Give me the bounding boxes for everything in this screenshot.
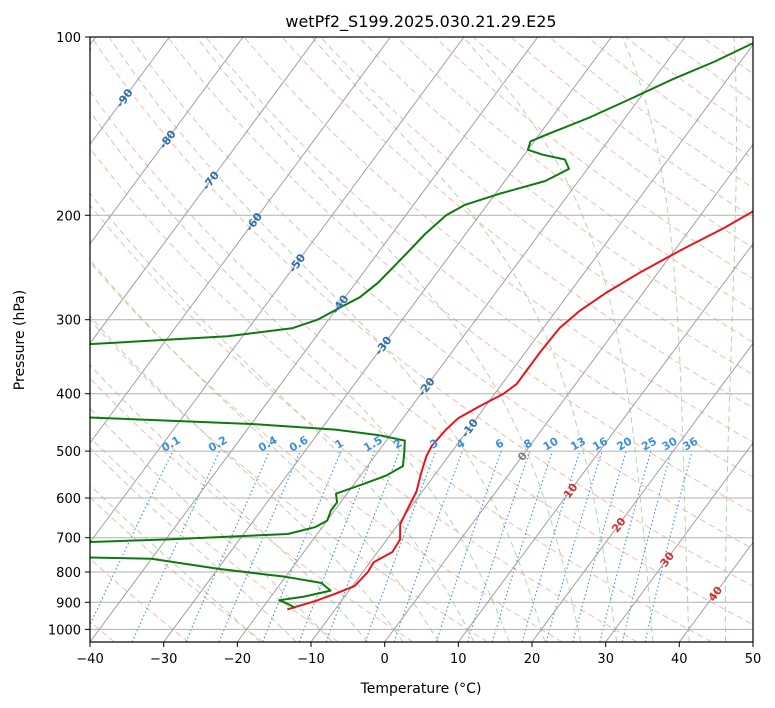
x-tick-label: 30 — [597, 652, 614, 667]
mixing-ratio-line — [218, 450, 302, 642]
x-tick-label: 10 — [450, 652, 467, 667]
x-tick-label: −30 — [150, 652, 177, 667]
moist-adiabat — [90, 315, 404, 642]
dry-adiabat — [358, 37, 753, 343]
isotherm-line — [457, 242, 753, 642]
moist-adiabat — [462, 37, 654, 642]
y-axis-ticks: 100 200 300 400 500 600 700 800 900 1000 — [48, 31, 90, 638]
plot-frame — [89, 36, 754, 643]
dry-adiabat — [396, 37, 753, 311]
sounding-series — [90, 42, 753, 611]
mixing-ratio-line — [521, 450, 581, 642]
dry-adiabat — [90, 377, 414, 642]
y-tick-label: 300 — [56, 314, 81, 329]
isotherm-line — [605, 442, 753, 642]
y-tick-label: 700 — [56, 532, 81, 547]
x-tick-label: 40 — [671, 652, 688, 667]
y-tick-label: 900 — [56, 596, 81, 611]
y-tick-label: 100 — [56, 31, 81, 46]
x-tick-label: −10 — [297, 652, 324, 667]
mixing-ratio-line — [262, 450, 342, 642]
mixing-ratio-line — [435, 450, 502, 642]
y-axis-title: Pressure (hPa) — [12, 290, 28, 390]
y-tick-label: 500 — [56, 445, 81, 460]
isotherm-line — [531, 342, 753, 642]
isotherm-line — [90, 37, 244, 245]
mixing-ratio-line — [185, 450, 271, 642]
y-tick-label: 400 — [56, 388, 81, 403]
dry-adiabat — [90, 147, 712, 642]
mixing-ratio-line — [466, 450, 531, 642]
x-tick-label: 0 — [381, 652, 389, 667]
moist-adiabat — [311, 37, 618, 642]
y-tick-label: 1000 — [48, 623, 81, 638]
mixing-ratio-line — [364, 450, 437, 642]
isotherm-line — [310, 43, 753, 642]
mixing-ratio-line — [545, 450, 603, 642]
mixing-ratio-line — [621, 450, 672, 642]
x-tick-label: 50 — [745, 652, 762, 667]
x-tick-label: 20 — [524, 652, 541, 667]
mixing-ratio-line — [325, 450, 401, 642]
y-tick-label: 800 — [56, 566, 81, 581]
moist-adiabat — [724, 37, 737, 642]
moist-adiabat — [108, 37, 546, 642]
moist-adiabat — [90, 447, 297, 642]
chart-title: wetPf2_S199.2025.030.21.29.E25 — [285, 12, 556, 32]
moist-adiabats — [90, 37, 737, 642]
x-tick-label: −20 — [224, 652, 251, 667]
y-tick-label: 200 — [56, 209, 81, 224]
temperature-line — [287, 210, 753, 611]
moist-adiabat — [90, 484, 261, 642]
dry-adiabat — [167, 37, 753, 514]
dry-adiabat — [90, 204, 638, 642]
isotherm-line — [90, 37, 170, 146]
isotherm-lines — [90, 37, 753, 642]
isotherm-line — [236, 37, 686, 642]
mixing-ratio-line — [491, 450, 554, 642]
isotherm-line — [90, 37, 318, 345]
mixing-ratio-line — [298, 450, 376, 642]
dry-adiabat — [319, 37, 753, 376]
moist-adiabat — [90, 364, 369, 642]
isotherm-line — [90, 37, 539, 642]
mixing-ratio-line — [572, 450, 627, 642]
dry-adiabat — [90, 261, 563, 642]
mixing-ratio-line — [599, 450, 652, 642]
plot-area: -100-90-80-70-60-50-40-30-20-10010203040… — [90, 37, 753, 642]
moist-adiabat — [196, 37, 582, 642]
moist-adiabat — [621, 37, 690, 642]
moist-adiabat — [90, 110, 510, 642]
moist-adiabat — [90, 407, 333, 642]
y-tick-label: 600 — [56, 492, 81, 507]
x-tick-label: −40 — [76, 652, 103, 667]
dewpoint-line — [90, 42, 753, 609]
dry-adiabat — [90, 90, 753, 626]
dry-adiabat — [90, 37, 753, 587]
x-axis-title: Temperature (°C) — [360, 681, 482, 697]
moist-adiabat — [90, 259, 439, 642]
x-axis-ticks: −40 −30 −20 −10 0 10 20 30 40 50 — [76, 642, 761, 667]
isotherm-line — [384, 143, 753, 642]
